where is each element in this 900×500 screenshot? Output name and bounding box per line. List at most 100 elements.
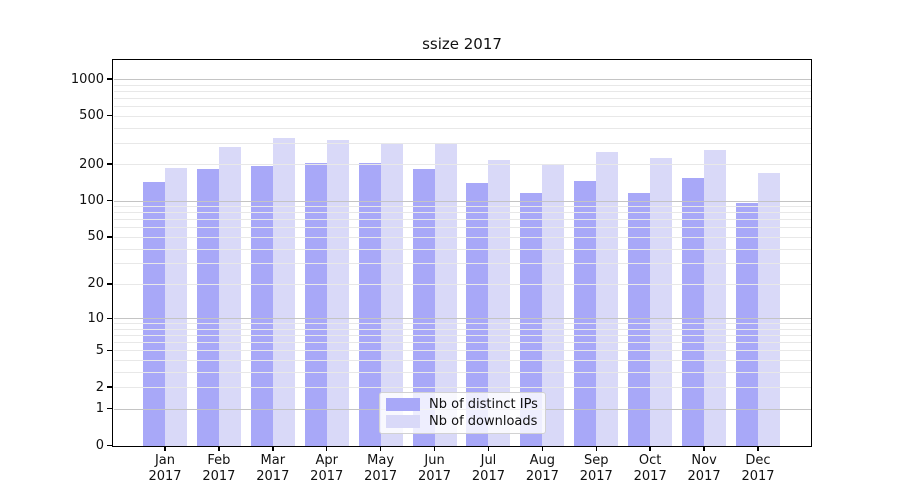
x-tick-mark bbox=[433, 446, 436, 451]
bar-nb-of-downloads-3 bbox=[272, 137, 295, 447]
y-tick-label: 10 bbox=[87, 310, 104, 326]
y-gridline-minor bbox=[113, 227, 811, 229]
legend-item-distinct-ips: Nb of distinct IPs bbox=[386, 397, 539, 412]
x-tick-label: Dec 2017 bbox=[741, 453, 775, 484]
y-tick-mark bbox=[107, 78, 112, 80]
y-tick-label: 2 bbox=[95, 379, 104, 395]
legend-swatch-downloads-icon bbox=[386, 415, 420, 428]
y-gridline-major bbox=[113, 200, 811, 202]
x-tick-mark bbox=[757, 446, 759, 451]
y-tick-label: 200 bbox=[79, 156, 104, 172]
bar-nb-of-distinct-ips-9 bbox=[574, 181, 597, 447]
y-gridline-minor bbox=[113, 164, 811, 166]
y-gridline-minor bbox=[113, 263, 811, 265]
y-gridline-minor bbox=[113, 206, 811, 208]
y-gridline-minor bbox=[113, 127, 811, 129]
x-tick-label: Oct 2017 bbox=[633, 453, 667, 484]
y-gridline-minor bbox=[113, 97, 811, 99]
bar-nb-of-distinct-ips-10 bbox=[628, 193, 651, 447]
legend: Nb of distinct IPs Nb of downloads bbox=[379, 392, 546, 434]
y-gridline-minor bbox=[113, 219, 811, 221]
bar-nb-of-downloads-6 bbox=[434, 142, 457, 447]
x-tick-label: Apr 2017 bbox=[310, 453, 344, 484]
y-gridline-minor bbox=[113, 328, 811, 330]
y-tick-label: 100 bbox=[79, 193, 104, 209]
y-gridline-minor bbox=[113, 387, 811, 389]
x-tick-label: Feb 2017 bbox=[202, 453, 236, 484]
x-tick-mark bbox=[379, 446, 382, 451]
y-tick-mark bbox=[107, 163, 112, 165]
x-tick-label: Nov 2017 bbox=[687, 453, 721, 484]
x-tick-mark bbox=[325, 446, 328, 451]
y-tick-label: 5 bbox=[95, 342, 104, 358]
legend-item-downloads: Nb of downloads bbox=[386, 414, 539, 429]
x-tick-label: Sep 2017 bbox=[579, 453, 613, 484]
bar-nb-of-distinct-ips-1 bbox=[143, 181, 165, 447]
bar-nb-of-distinct-ips-6 bbox=[412, 169, 435, 447]
x-tick-mark bbox=[703, 446, 705, 451]
bar-nb-of-downloads-12 bbox=[758, 173, 780, 447]
y-tick-label: 1000 bbox=[70, 71, 104, 87]
y-gridline-minor bbox=[113, 283, 811, 285]
bar-nb-of-distinct-ips-2 bbox=[196, 169, 219, 447]
y-tick-mark bbox=[107, 317, 112, 320]
y-tick-mark bbox=[107, 407, 112, 410]
y-gridline-minor bbox=[113, 84, 811, 86]
y-gridline-minor bbox=[113, 142, 811, 144]
y-tick-mark bbox=[107, 349, 112, 352]
bar-nb-of-distinct-ips-5 bbox=[358, 163, 381, 447]
y-gridline-minor bbox=[113, 335, 811, 337]
x-tick-label: Jul 2017 bbox=[471, 453, 505, 484]
bar-nb-of-downloads-10 bbox=[650, 158, 673, 447]
x-tick-mark bbox=[595, 446, 598, 451]
y-gridline-minor bbox=[113, 342, 811, 344]
y-gridline-minor bbox=[113, 212, 811, 214]
bar-nb-of-downloads-4 bbox=[326, 139, 349, 447]
y-gridline-minor bbox=[113, 248, 811, 250]
y-tick-label: 50 bbox=[87, 229, 104, 245]
bar-nb-of-distinct-ips-8 bbox=[520, 192, 543, 447]
x-tick-label: Jun 2017 bbox=[417, 453, 452, 484]
legend-swatch-distinct-ips-icon bbox=[386, 398, 420, 411]
y-gridline-minor bbox=[113, 236, 811, 238]
y-tick-mark bbox=[107, 444, 112, 447]
x-tick-mark bbox=[164, 446, 166, 451]
y-tick-mark bbox=[107, 236, 112, 238]
x-tick-mark bbox=[649, 446, 651, 451]
legend-label-downloads: Nb of downloads bbox=[429, 414, 538, 429]
y-gridline-minor bbox=[113, 371, 811, 373]
y-gridline-minor bbox=[113, 323, 811, 325]
y-gridline-minor bbox=[113, 350, 811, 352]
x-tick-label: Mar 2017 bbox=[256, 453, 290, 484]
y-tick-label: 500 bbox=[79, 108, 104, 124]
x-tick-label: May 2017 bbox=[364, 453, 398, 484]
y-gridline-major bbox=[113, 79, 811, 80]
y-tick-label: 0 bbox=[95, 438, 104, 453]
x-tick-mark bbox=[218, 446, 220, 451]
y-gridline-major bbox=[113, 318, 811, 320]
y-tick-mark bbox=[107, 114, 112, 117]
y-gridline-minor bbox=[113, 360, 811, 362]
y-tick-mark bbox=[107, 283, 112, 285]
x-tick-mark bbox=[272, 446, 274, 451]
x-tick-label: Jan 2017 bbox=[148, 453, 182, 484]
y-tick-label: 20 bbox=[87, 276, 104, 292]
bar-nb-of-distinct-ips-4 bbox=[304, 162, 327, 447]
x-tick-label: Aug 2017 bbox=[525, 453, 559, 484]
bar-nb-of-downloads-2 bbox=[218, 146, 241, 447]
chart-title: ssize 2017 bbox=[422, 35, 502, 53]
bar-nb-of-distinct-ips-3 bbox=[250, 165, 273, 447]
y-gridline-minor bbox=[113, 90, 811, 92]
bar-nb-of-downloads-8 bbox=[542, 163, 565, 447]
y-gridline-minor bbox=[113, 115, 811, 117]
y-tick-mark bbox=[107, 199, 112, 202]
legend-label-distinct-ips: Nb of distinct IPs bbox=[429, 397, 538, 412]
bar-nb-of-distinct-ips-11 bbox=[682, 178, 705, 447]
x-tick-mark bbox=[541, 446, 544, 451]
y-tick-label: 1 bbox=[95, 401, 104, 417]
bar-nb-of-downloads-9 bbox=[596, 151, 619, 447]
y-tick-mark bbox=[107, 386, 112, 388]
